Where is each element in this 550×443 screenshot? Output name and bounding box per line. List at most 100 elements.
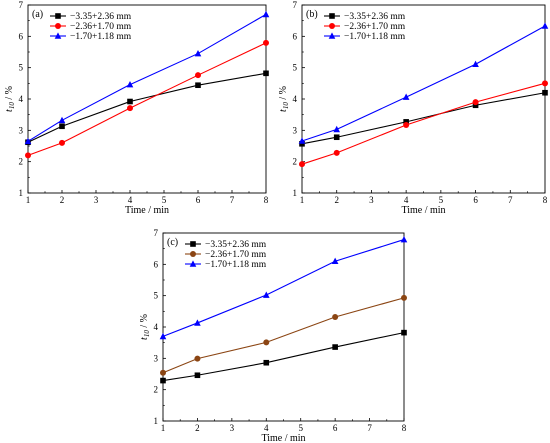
chart-1-x-tick-label: 4 bbox=[404, 195, 409, 205]
chart-1-legend-marker bbox=[329, 23, 335, 29]
chart-2-y-axis-title: t10 / % bbox=[139, 314, 151, 340]
chart-2-x-tick-label: 2 bbox=[195, 423, 200, 433]
chart-1-x-tick-label: 7 bbox=[508, 195, 513, 205]
chart-0-series-2-point bbox=[262, 10, 270, 18]
chart-1-series-2-point bbox=[333, 125, 341, 133]
chart-1-x-tick-label: 6 bbox=[473, 195, 478, 205]
chart-2-x-tick-label: 6 bbox=[333, 423, 338, 433]
chart-1-series-2-point bbox=[472, 60, 479, 68]
chart-2-series-0-point bbox=[263, 359, 270, 366]
chart-0-legend-label: −2.36+1.70 mm bbox=[70, 22, 132, 32]
chart-2-series-1-point bbox=[160, 369, 166, 376]
chart-0: 1 2 3 4 5 6 7 8 1 2 3 4 5 6 7 Time / min t10 / % (a) −3.35… bbox=[4, 0, 270, 216]
chart-0-series-2-point bbox=[58, 116, 66, 124]
chart-2-y-tick-label: 5 bbox=[154, 291, 159, 301]
chart-2-series-1-point bbox=[263, 339, 270, 346]
chart-2-series-1-line bbox=[162, 297, 405, 374]
chart-0-x-tick-label: 7 bbox=[230, 195, 235, 205]
chart-0-series-1-point bbox=[59, 139, 65, 146]
chart-1-y-tick-label: 2 bbox=[293, 157, 298, 167]
chart-0-y-axis-title: t10 / % bbox=[4, 86, 16, 112]
chart-2-series-2-point bbox=[159, 332, 167, 340]
chart-0-series-0-point bbox=[195, 82, 201, 89]
chart-2-series-1-point bbox=[332, 313, 339, 320]
chart-0-x-tick-label: 5 bbox=[162, 195, 167, 205]
chart-0-x-tick-label: 8 bbox=[264, 195, 269, 205]
chart-1-x-tick-label: 1 bbox=[300, 195, 305, 205]
chart-1-series-2-line bbox=[301, 25, 546, 142]
chart-1-series-2-point bbox=[298, 137, 306, 144]
chart-0-series-1-line bbox=[27, 42, 267, 156]
chart-1-x-tick-label: 2 bbox=[334, 195, 339, 205]
chart-1-legend-marker bbox=[329, 13, 335, 19]
chart-2-legend-label: −2.36+1.70 mm bbox=[205, 250, 267, 260]
chart-1-y-tick-label: 7 bbox=[293, 0, 298, 10]
chart-1-series-1-point bbox=[333, 149, 340, 156]
chart-2-panel-label: (c) bbox=[167, 237, 178, 248]
chart-2-series-1-point bbox=[194, 355, 201, 362]
chart-1-series-1-point bbox=[403, 122, 410, 129]
chart-2-legend-label: −1.70+1.18 mm bbox=[205, 260, 267, 270]
chart-1-series-2-point bbox=[541, 22, 549, 29]
chart-2-series-1-point bbox=[401, 294, 407, 301]
chart-2-legend-label: −3.35+2.36 mm bbox=[205, 240, 267, 250]
chart-2-y-tick-label: 2 bbox=[154, 385, 159, 395]
chart-2-series-0-point bbox=[332, 344, 338, 350]
chart-2-series-2-point bbox=[400, 235, 408, 243]
chart-0-series-0-line bbox=[27, 72, 267, 143]
chart-0-x-tick-label: 3 bbox=[94, 195, 99, 205]
chart-2-x-tick-label: 8 bbox=[402, 423, 407, 433]
chart-0-series-0-point bbox=[59, 123, 65, 130]
chart-1-x-axis-title: Time / min bbox=[401, 205, 445, 216]
chart-0-series-2-point bbox=[24, 137, 32, 145]
chart-2-legend-marker bbox=[190, 251, 196, 257]
chart-2-series-0-point bbox=[194, 372, 201, 379]
chart-2-y-tick-label: 6 bbox=[154, 259, 159, 269]
chart-1-series-0-point bbox=[403, 119, 409, 125]
chart-2-series-2-point bbox=[194, 319, 201, 326]
chart-0-legend-marker bbox=[55, 23, 61, 29]
chart-0-series-0-point bbox=[127, 98, 133, 105]
chart-1-x-tick-label: 8 bbox=[543, 195, 548, 205]
chart-1-series-1-point bbox=[472, 99, 479, 106]
chart-1: 1 2 3 4 5 6 7 8 1 2 3 4 5 6 7 Time / min t10 / % (b) −3.35… bbox=[278, 0, 549, 216]
chart-0-legend-label: −1.70+1.18 mm bbox=[70, 32, 132, 42]
chart-2-legend-marker bbox=[190, 241, 196, 247]
chart-2-x-tick-label: 4 bbox=[264, 423, 269, 433]
chart-0-y-tick-label: 1 bbox=[19, 188, 24, 198]
chart-2-y-tick-label: 4 bbox=[154, 322, 159, 332]
chart-1-legend-label: −3.35+2.36 mm bbox=[344, 12, 406, 22]
chart-2-series-2-point bbox=[262, 291, 270, 298]
chart-1-series-0-point bbox=[299, 141, 305, 147]
chart-2-legend-marker bbox=[189, 260, 197, 267]
chart-1-x-tick-label: 5 bbox=[439, 195, 444, 205]
chart-0-x-axis-title: Time / min bbox=[125, 205, 169, 216]
chart-1-y-tick-label: 4 bbox=[293, 94, 298, 104]
chart-0-series-2-point bbox=[126, 80, 134, 88]
chart-1-x-tick-label: 3 bbox=[369, 195, 374, 205]
chart-0-y-tick-label: 7 bbox=[19, 0, 24, 10]
chart-1-y-axis-title: t10 / % bbox=[278, 86, 290, 112]
chart-0-y-tick-label: 2 bbox=[19, 157, 24, 167]
chart-0-panel-label: (a) bbox=[32, 9, 43, 20]
chart-0-legend-marker bbox=[54, 32, 62, 39]
chart-1-series-1-point bbox=[299, 161, 305, 168]
chart-0-legend-label: −3.35+2.36 mm bbox=[70, 12, 132, 22]
chart-2-x-tick-label: 5 bbox=[298, 423, 303, 433]
chart-0-series-1-point bbox=[195, 72, 201, 79]
chart-0-y-tick-label: 5 bbox=[19, 63, 24, 73]
chart-0-series-0-point bbox=[263, 70, 269, 77]
chart-0-y-tick-label: 6 bbox=[19, 31, 24, 41]
chart-0-x-tick-label: 2 bbox=[60, 195, 65, 205]
chart-0-y-tick-label: 3 bbox=[19, 125, 24, 135]
chart-2-x-axis-title: Time / min bbox=[261, 433, 305, 443]
chart-1-y-tick-label: 5 bbox=[293, 63, 298, 73]
chart-2-x-tick-label: 7 bbox=[367, 423, 372, 433]
chart-1-series-0-point bbox=[333, 134, 340, 141]
chart-0-series-1-point bbox=[127, 105, 133, 112]
chart-2-x-tick-label: 1 bbox=[161, 423, 166, 433]
chart-2-plot-frame bbox=[162, 232, 405, 422]
chart-1-legend-label: −2.36+1.70 mm bbox=[344, 22, 406, 32]
chart-1-legend-marker bbox=[328, 32, 336, 39]
